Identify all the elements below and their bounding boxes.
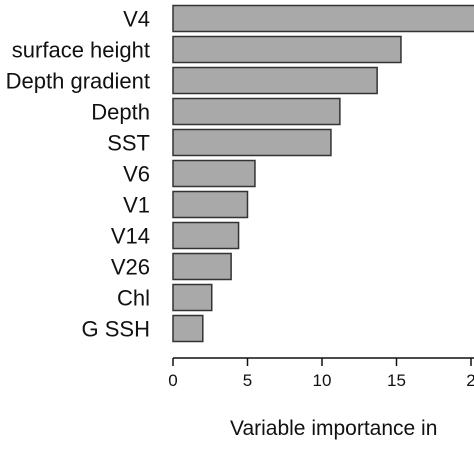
bar-4 xyxy=(172,128,332,157)
category-label-9: Chl xyxy=(117,286,150,311)
category-label-3: Depth xyxy=(91,100,150,125)
category-label-7: V14 xyxy=(111,224,150,249)
category-label-0: V4 xyxy=(123,7,150,32)
category-label-5: V6 xyxy=(123,162,150,187)
bar-7 xyxy=(172,221,240,250)
category-label-2: Depth gradient xyxy=(6,69,150,94)
category-labels: V4 surface height Depth gradient Depth SST V6… xyxy=(6,7,150,342)
bar-9 xyxy=(172,283,213,312)
bar-5 xyxy=(172,159,256,188)
x-tick-label-2: 10 xyxy=(313,371,332,390)
x-tick-label-4: 2 xyxy=(466,371,474,390)
category-label-8: V26 xyxy=(111,255,150,280)
x-tick-label-0: 0 xyxy=(168,371,177,390)
bar-8 xyxy=(172,252,232,281)
category-label-4: SST xyxy=(107,131,150,156)
bar-10 xyxy=(172,314,204,343)
bar-3 xyxy=(172,97,341,126)
bar-1 xyxy=(172,35,402,64)
bar-2 xyxy=(172,66,378,95)
x-tick-label-1: 5 xyxy=(243,371,252,390)
category-label-6: V1 xyxy=(123,193,150,218)
x-axis-title: Variable importance in xyxy=(230,417,437,440)
bar-0 xyxy=(172,4,474,33)
category-label-1: surface height xyxy=(12,38,150,63)
x-tick-label-3: 15 xyxy=(387,371,406,390)
category-label-10: G SSH xyxy=(82,317,150,342)
x-axis: 0 5 10 15 2 xyxy=(168,357,474,390)
bars-group xyxy=(172,4,474,343)
bar-6 xyxy=(172,190,249,219)
